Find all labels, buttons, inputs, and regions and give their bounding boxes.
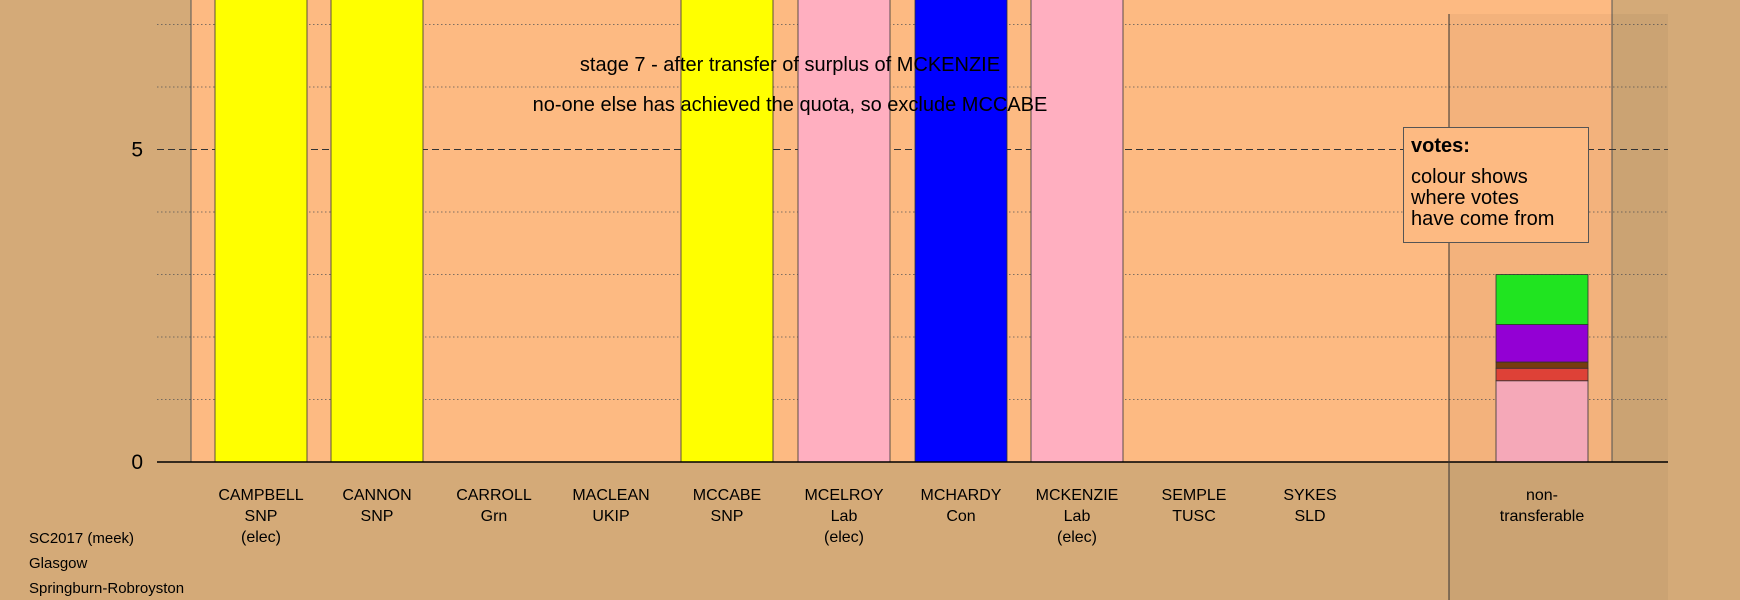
category-label: MCHARDY <box>921 487 1002 504</box>
category-label: transferable <box>1500 508 1585 525</box>
category-label: SLD <box>1294 508 1325 525</box>
category-label: TUSC <box>1172 508 1216 525</box>
legend-line: where votes <box>1411 187 1519 209</box>
plot-panel <box>190 0 1613 463</box>
category-label: Con <box>946 508 975 525</box>
category-label: SYKES <box>1283 487 1336 504</box>
category-label: MCELROY <box>804 487 883 504</box>
legend-title: votes: <box>1411 135 1470 157</box>
category-label: non- <box>1526 487 1558 504</box>
category-label: SNP <box>711 508 744 525</box>
legend-line: colour shows <box>1411 166 1528 188</box>
category-label: (elec) <box>1057 529 1097 546</box>
bar-segment <box>214 0 308 463</box>
chart-subtitle: no-one else has achieved the quota, so e… <box>532 94 1048 116</box>
bar-segment <box>1495 380 1589 463</box>
category-label: MCKENZIE <box>1036 487 1119 504</box>
category-label: Lab <box>1064 508 1091 525</box>
non-transferable-shade <box>1449 14 1668 600</box>
category-label: SNP <box>361 508 394 525</box>
chart-title: stage 7 - after transfer of surplus of M… <box>579 54 1001 76</box>
category-label: (elec) <box>824 529 864 546</box>
bar-segment <box>1495 324 1589 363</box>
category-label: MCCABE <box>693 487 761 504</box>
bar-segment <box>680 0 774 463</box>
category-label: SNP <box>245 508 278 525</box>
category-label: Grn <box>481 508 508 525</box>
category-label: CAMPBELL <box>218 487 303 504</box>
category-label: (elec) <box>241 529 281 546</box>
category-label: SEMPLE <box>1162 487 1227 504</box>
category-label: UKIP <box>592 508 629 525</box>
bar-segment <box>1030 0 1124 463</box>
category-label: CANNON <box>342 487 411 504</box>
y-tick-label: 5 <box>131 139 143 162</box>
footer-election: SC2017 (meek) <box>29 530 135 547</box>
legend-box: votes: colour shows where votes have com… <box>1403 127 1589 243</box>
footer-council: Glasgow <box>29 555 88 572</box>
category-label: CARROLL <box>456 487 532 504</box>
bar-segment <box>1495 274 1589 325</box>
footer-ward: Springburn-Robroyston <box>29 580 185 597</box>
y-tick-label: 0 <box>131 451 143 474</box>
legend-line: have come from <box>1411 208 1555 230</box>
category-label: Lab <box>831 508 858 525</box>
category-label: MACLEAN <box>572 487 649 504</box>
bar-segment <box>914 0 1008 463</box>
